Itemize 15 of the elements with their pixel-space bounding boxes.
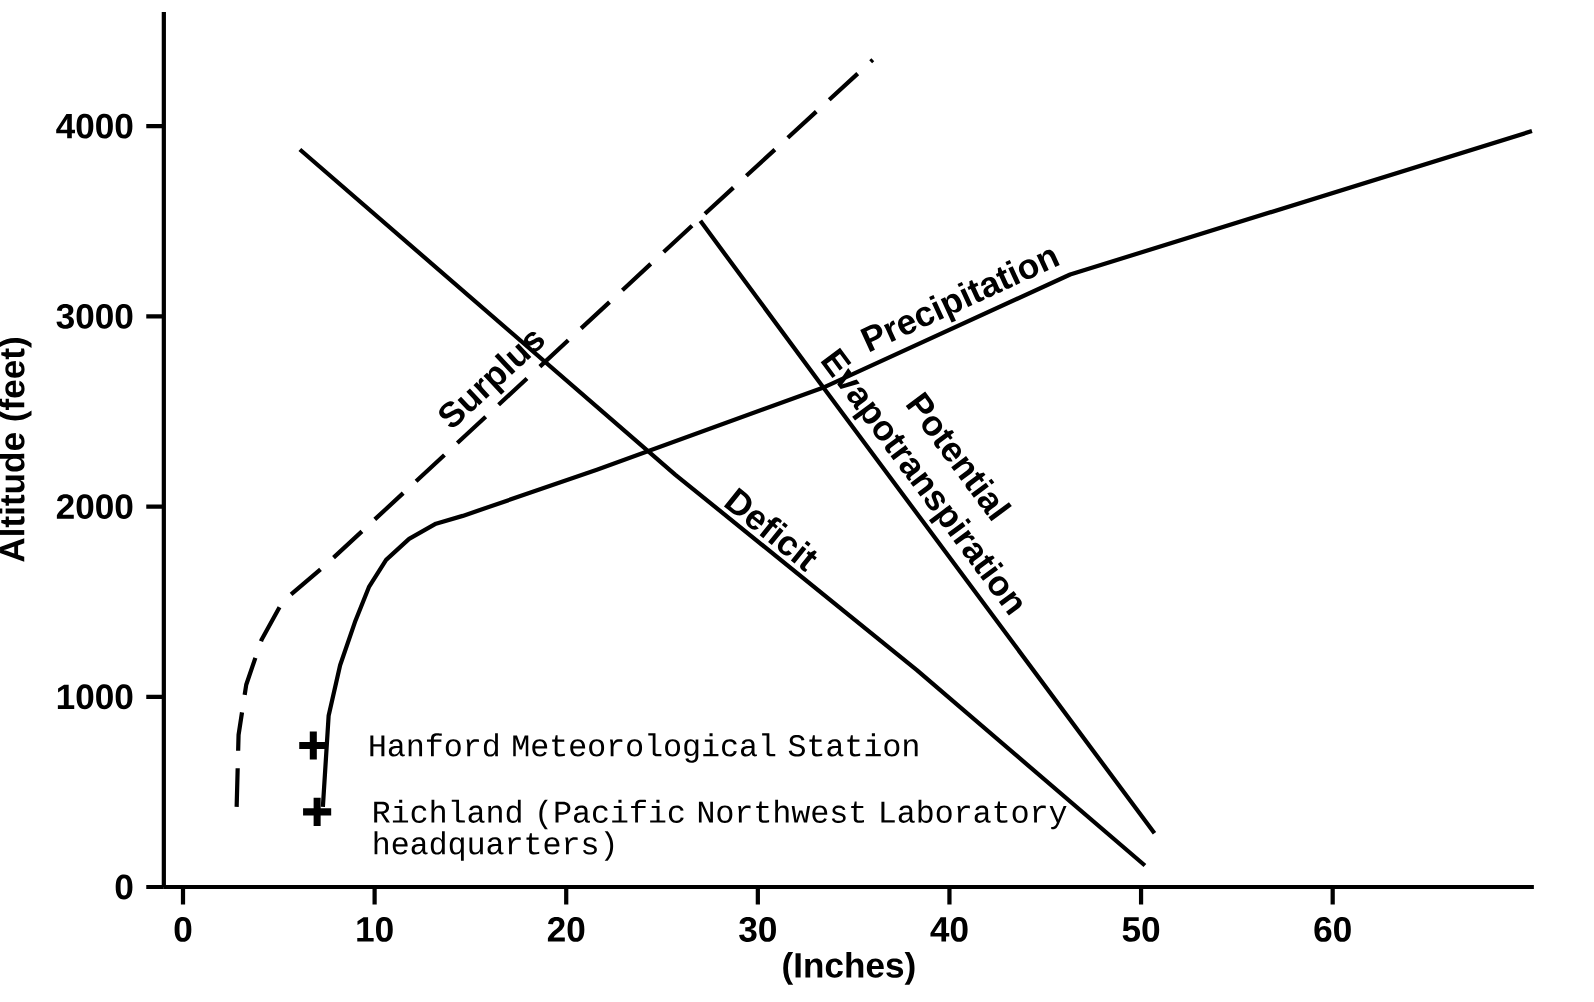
x-tick-label: 60 <box>1314 917 1351 942</box>
x-tick-label: 0 <box>174 917 192 942</box>
x-tick-label: 10 <box>357 917 393 942</box>
x-tick-label: 20 <box>547 917 585 942</box>
x-axis-title: (Inches) <box>783 952 915 985</box>
x-tick-label: 40 <box>930 917 968 942</box>
y-tick-label: 1000 <box>57 684 133 710</box>
annotation: Richland (Pacific Northwest Laboratory headquarters) <box>374 799 1067 861</box>
x-tick-label: 30 <box>739 917 776 942</box>
x-tick-label: 50 <box>1122 917 1160 942</box>
y-tick-label: 4000 <box>56 113 133 139</box>
y-tick-label: 2000 <box>56 494 133 519</box>
y-tick-label: 0 <box>115 874 133 900</box>
y-tick-label: 3000 <box>56 303 133 329</box>
annotation: Hanford Meteorological Station <box>370 733 918 763</box>
